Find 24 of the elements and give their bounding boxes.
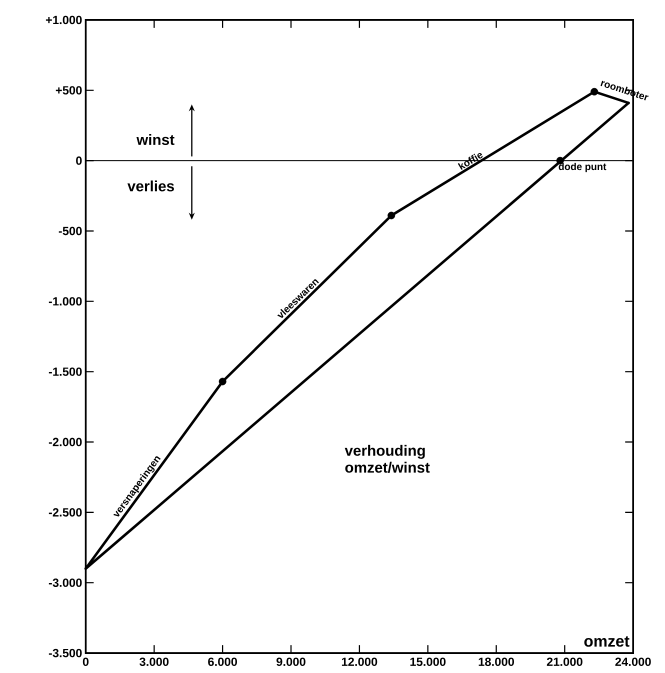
x-tick-label: 12.000 xyxy=(342,658,378,666)
x-axis-title: omzet xyxy=(584,636,630,647)
x-tick-label: 21.000 xyxy=(546,658,582,666)
y-tick-label: +1.000 xyxy=(46,16,82,24)
annotation: winst xyxy=(136,134,174,145)
y-tick-label: +500 xyxy=(56,86,82,94)
y-tick-label: -1.500 xyxy=(48,367,82,376)
y-tick-label: 0 xyxy=(76,156,82,165)
x-tick-label: 24.000 xyxy=(615,658,651,666)
y-tick-label: -2.000 xyxy=(48,438,82,446)
y-tick-label: -3.000 xyxy=(48,578,82,587)
annotation: verlies xyxy=(127,180,174,192)
x-tick-label: 18.000 xyxy=(478,658,514,666)
y-tick-label: -500 xyxy=(58,226,82,236)
x-tick-label: 0 xyxy=(82,658,89,666)
x-tick-label: 6.000 xyxy=(208,658,238,666)
x-tick-label: 15.000 xyxy=(410,658,446,666)
y-tick-label: -2.500 xyxy=(48,508,82,517)
y-tick-label: -3.500 xyxy=(48,648,82,658)
x-tick-label: 3.000 xyxy=(140,658,169,666)
annotation: dode punt xyxy=(558,162,606,172)
annotation: verhouding omzet/winst xyxy=(344,444,430,473)
y-tick-label: -1.000 xyxy=(48,297,82,306)
x-tick-label: 9.000 xyxy=(276,658,306,666)
